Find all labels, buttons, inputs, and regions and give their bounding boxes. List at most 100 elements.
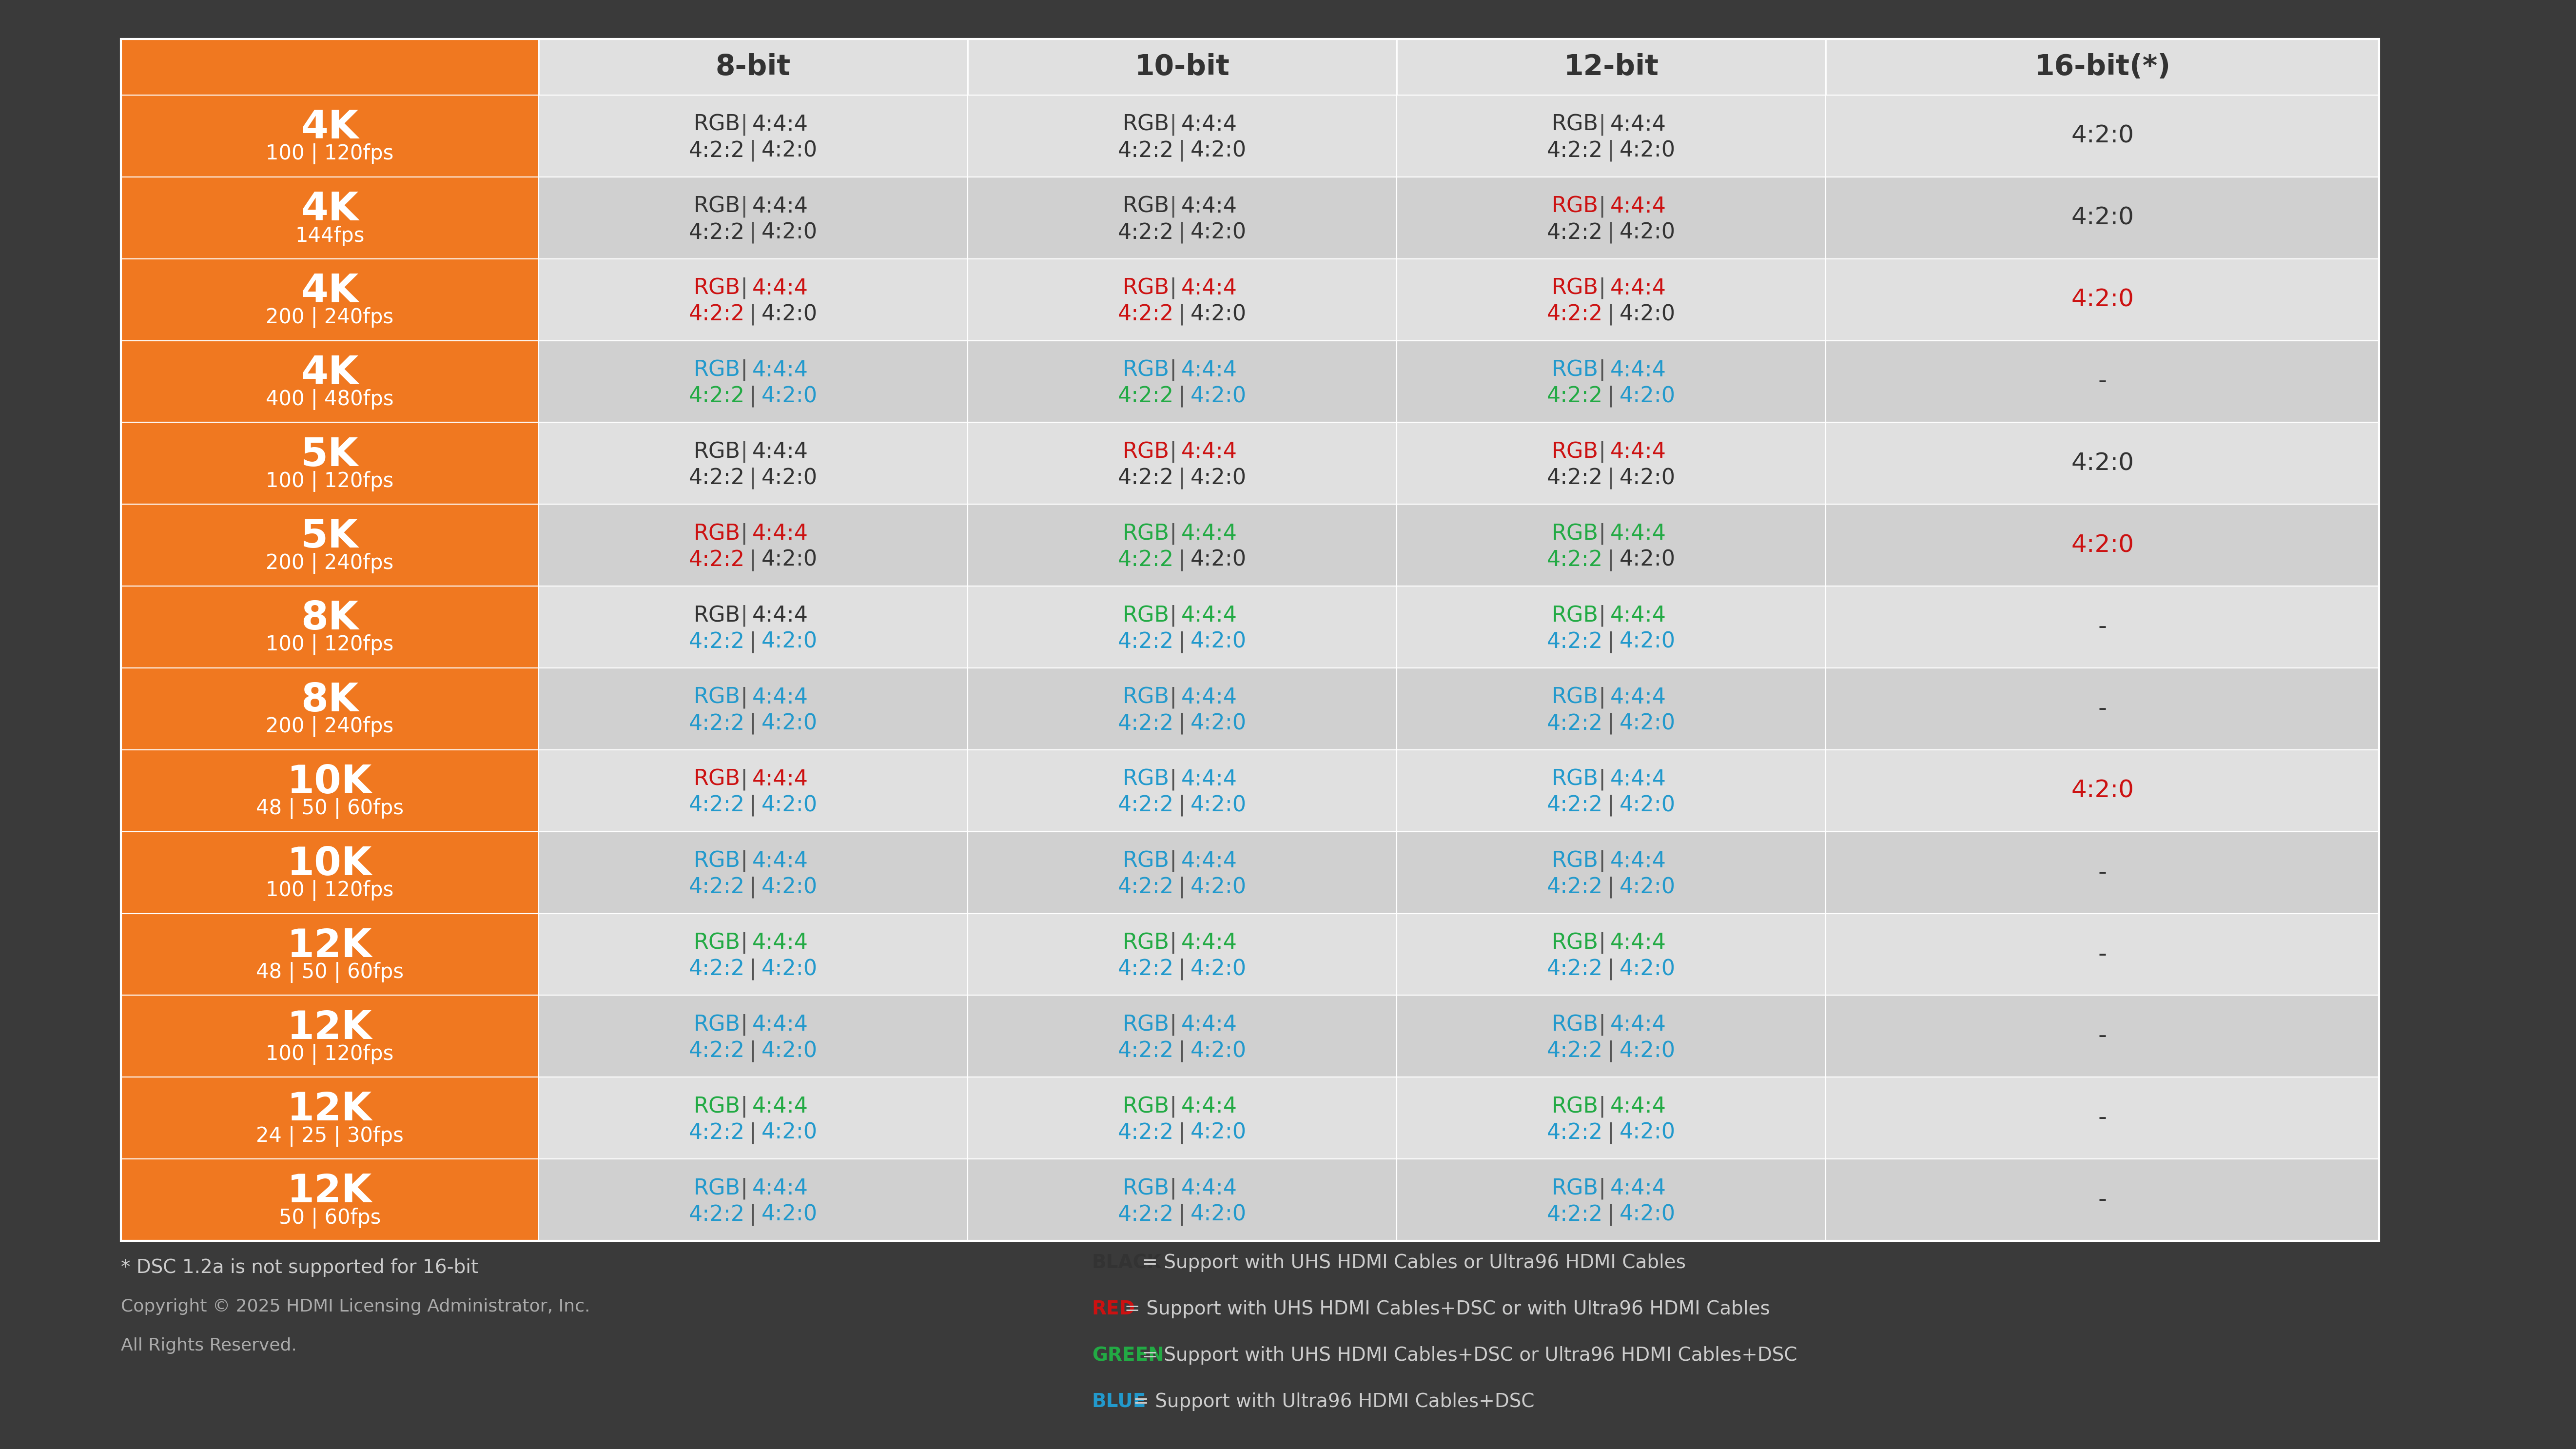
Text: 4:2:2: 4:2:2 <box>1548 385 1602 407</box>
Text: RGB: RGB <box>1551 359 1600 381</box>
Bar <box>121 39 538 96</box>
Bar <box>969 39 1396 96</box>
Text: 4:2:0: 4:2:0 <box>1620 304 1674 325</box>
Text: 4:4:4: 4:4:4 <box>1610 442 1667 462</box>
Text: 4:2:2: 4:2:2 <box>688 468 744 488</box>
Text: 4:4:4: 4:4:4 <box>1182 1014 1236 1035</box>
Bar <box>538 668 969 749</box>
Text: |: | <box>1172 141 1193 162</box>
Text: 4:2:2: 4:2:2 <box>1118 141 1175 161</box>
Bar <box>1826 832 2380 913</box>
Text: 4:2:2: 4:2:2 <box>688 959 744 980</box>
Text: 4:2:0: 4:2:0 <box>762 222 817 243</box>
Text: |: | <box>1172 630 1193 652</box>
Text: 4:4:4: 4:4:4 <box>752 1014 809 1035</box>
Text: |: | <box>1592 687 1613 709</box>
Text: Copyright © 2025 HDMI Licensing Administrator, Inc.: Copyright © 2025 HDMI Licensing Administ… <box>121 1298 590 1314</box>
Text: 4:2:2: 4:2:2 <box>688 304 744 325</box>
Bar <box>1396 1077 1826 1159</box>
Text: = Support with UHS HDMI Cables+DSC or Ultra96 HDMI Cables+DSC: = Support with UHS HDMI Cables+DSC or Ul… <box>1136 1346 1798 1365</box>
Bar <box>538 341 969 423</box>
Text: |: | <box>742 141 762 162</box>
Text: 4:2:0: 4:2:0 <box>1620 959 1674 980</box>
Text: RGB: RGB <box>1123 1178 1170 1198</box>
Text: 4:2:0: 4:2:0 <box>762 304 817 325</box>
Bar <box>969 259 1396 341</box>
Bar <box>121 668 538 749</box>
Text: 4:4:4: 4:4:4 <box>752 196 809 217</box>
Text: 4:2:0: 4:2:0 <box>1190 877 1247 898</box>
Text: 4:2:2: 4:2:2 <box>688 632 744 652</box>
Text: RGB: RGB <box>1123 933 1170 953</box>
Text: 4:2:0: 4:2:0 <box>2071 125 2133 148</box>
Bar <box>538 749 969 832</box>
Text: |: | <box>1172 467 1193 488</box>
Text: 10K: 10K <box>289 764 374 801</box>
Bar <box>121 96 538 177</box>
Text: 48 | 50 | 60fps: 48 | 50 | 60fps <box>255 962 404 982</box>
Text: 4:4:4: 4:4:4 <box>1610 933 1667 953</box>
Bar <box>121 259 538 341</box>
Text: |: | <box>1592 359 1613 381</box>
Text: -: - <box>2097 943 2107 966</box>
Text: 100 | 120fps: 100 | 120fps <box>265 471 394 491</box>
Bar <box>538 177 969 259</box>
Text: 4:4:4: 4:4:4 <box>1610 278 1667 298</box>
Text: RGB: RGB <box>1123 687 1170 709</box>
Bar <box>969 995 1396 1077</box>
Text: 4:4:4: 4:4:4 <box>752 114 809 135</box>
Text: 12-bit: 12-bit <box>1564 54 1659 81</box>
Bar <box>1396 96 1826 177</box>
Bar <box>538 585 969 668</box>
Text: 4:2:2: 4:2:2 <box>1118 468 1175 488</box>
Text: 12K: 12K <box>289 1172 374 1211</box>
Text: RGB: RGB <box>693 687 739 709</box>
Text: 100 | 120fps: 100 | 120fps <box>265 635 394 655</box>
Text: |: | <box>734 277 755 298</box>
Text: 8K: 8K <box>301 681 358 720</box>
Bar <box>969 913 1396 995</box>
Text: RGB: RGB <box>1123 196 1170 217</box>
Text: 12K: 12K <box>289 927 374 965</box>
Text: |: | <box>1600 1204 1623 1226</box>
Text: |: | <box>1592 277 1613 298</box>
Text: -: - <box>2097 861 2107 884</box>
Text: |: | <box>742 713 762 735</box>
Bar <box>1826 504 2380 585</box>
Text: RGB: RGB <box>693 851 739 871</box>
Text: 4:2:0: 4:2:0 <box>1620 1204 1674 1224</box>
Text: 4:2:0: 4:2:0 <box>762 1040 817 1062</box>
Text: 144fps: 144fps <box>296 226 363 246</box>
Text: 4:2:0: 4:2:0 <box>1190 222 1247 243</box>
Bar <box>121 995 538 1077</box>
Text: RGB: RGB <box>1551 196 1600 217</box>
Bar <box>1396 341 1826 423</box>
Text: 4:2:0: 4:2:0 <box>1190 549 1247 571</box>
Text: 4:4:4: 4:4:4 <box>752 933 809 953</box>
Text: 4:4:4: 4:4:4 <box>1182 1178 1236 1198</box>
Text: |: | <box>1172 549 1193 571</box>
Text: RGB: RGB <box>1123 1095 1170 1117</box>
Text: 4:4:4: 4:4:4 <box>1182 851 1236 871</box>
Text: 4:2:0: 4:2:0 <box>1620 632 1674 652</box>
Text: |: | <box>1162 768 1185 790</box>
Text: -: - <box>2097 369 2107 393</box>
Text: RGB: RGB <box>693 933 739 953</box>
Text: 4:2:0: 4:2:0 <box>1620 385 1674 407</box>
Text: 12K: 12K <box>289 1091 374 1129</box>
Text: RGB: RGB <box>1123 523 1170 545</box>
Text: 4:2:0: 4:2:0 <box>762 141 817 161</box>
Text: |: | <box>734 768 755 790</box>
Bar <box>1396 668 1826 749</box>
Text: 4:2:0: 4:2:0 <box>1190 1040 1247 1062</box>
Bar <box>538 259 969 341</box>
Text: |: | <box>1600 549 1623 571</box>
Text: 4:2:2: 4:2:2 <box>688 141 744 161</box>
Text: 4:4:4: 4:4:4 <box>1610 606 1667 626</box>
Text: 4:2:0: 4:2:0 <box>1620 877 1674 898</box>
Text: 8K: 8K <box>301 600 358 638</box>
Text: 4:2:0: 4:2:0 <box>762 713 817 735</box>
Text: 4:2:0: 4:2:0 <box>1620 1040 1674 1062</box>
Text: 4:2:2: 4:2:2 <box>688 385 744 407</box>
Text: RGB: RGB <box>693 1014 739 1035</box>
